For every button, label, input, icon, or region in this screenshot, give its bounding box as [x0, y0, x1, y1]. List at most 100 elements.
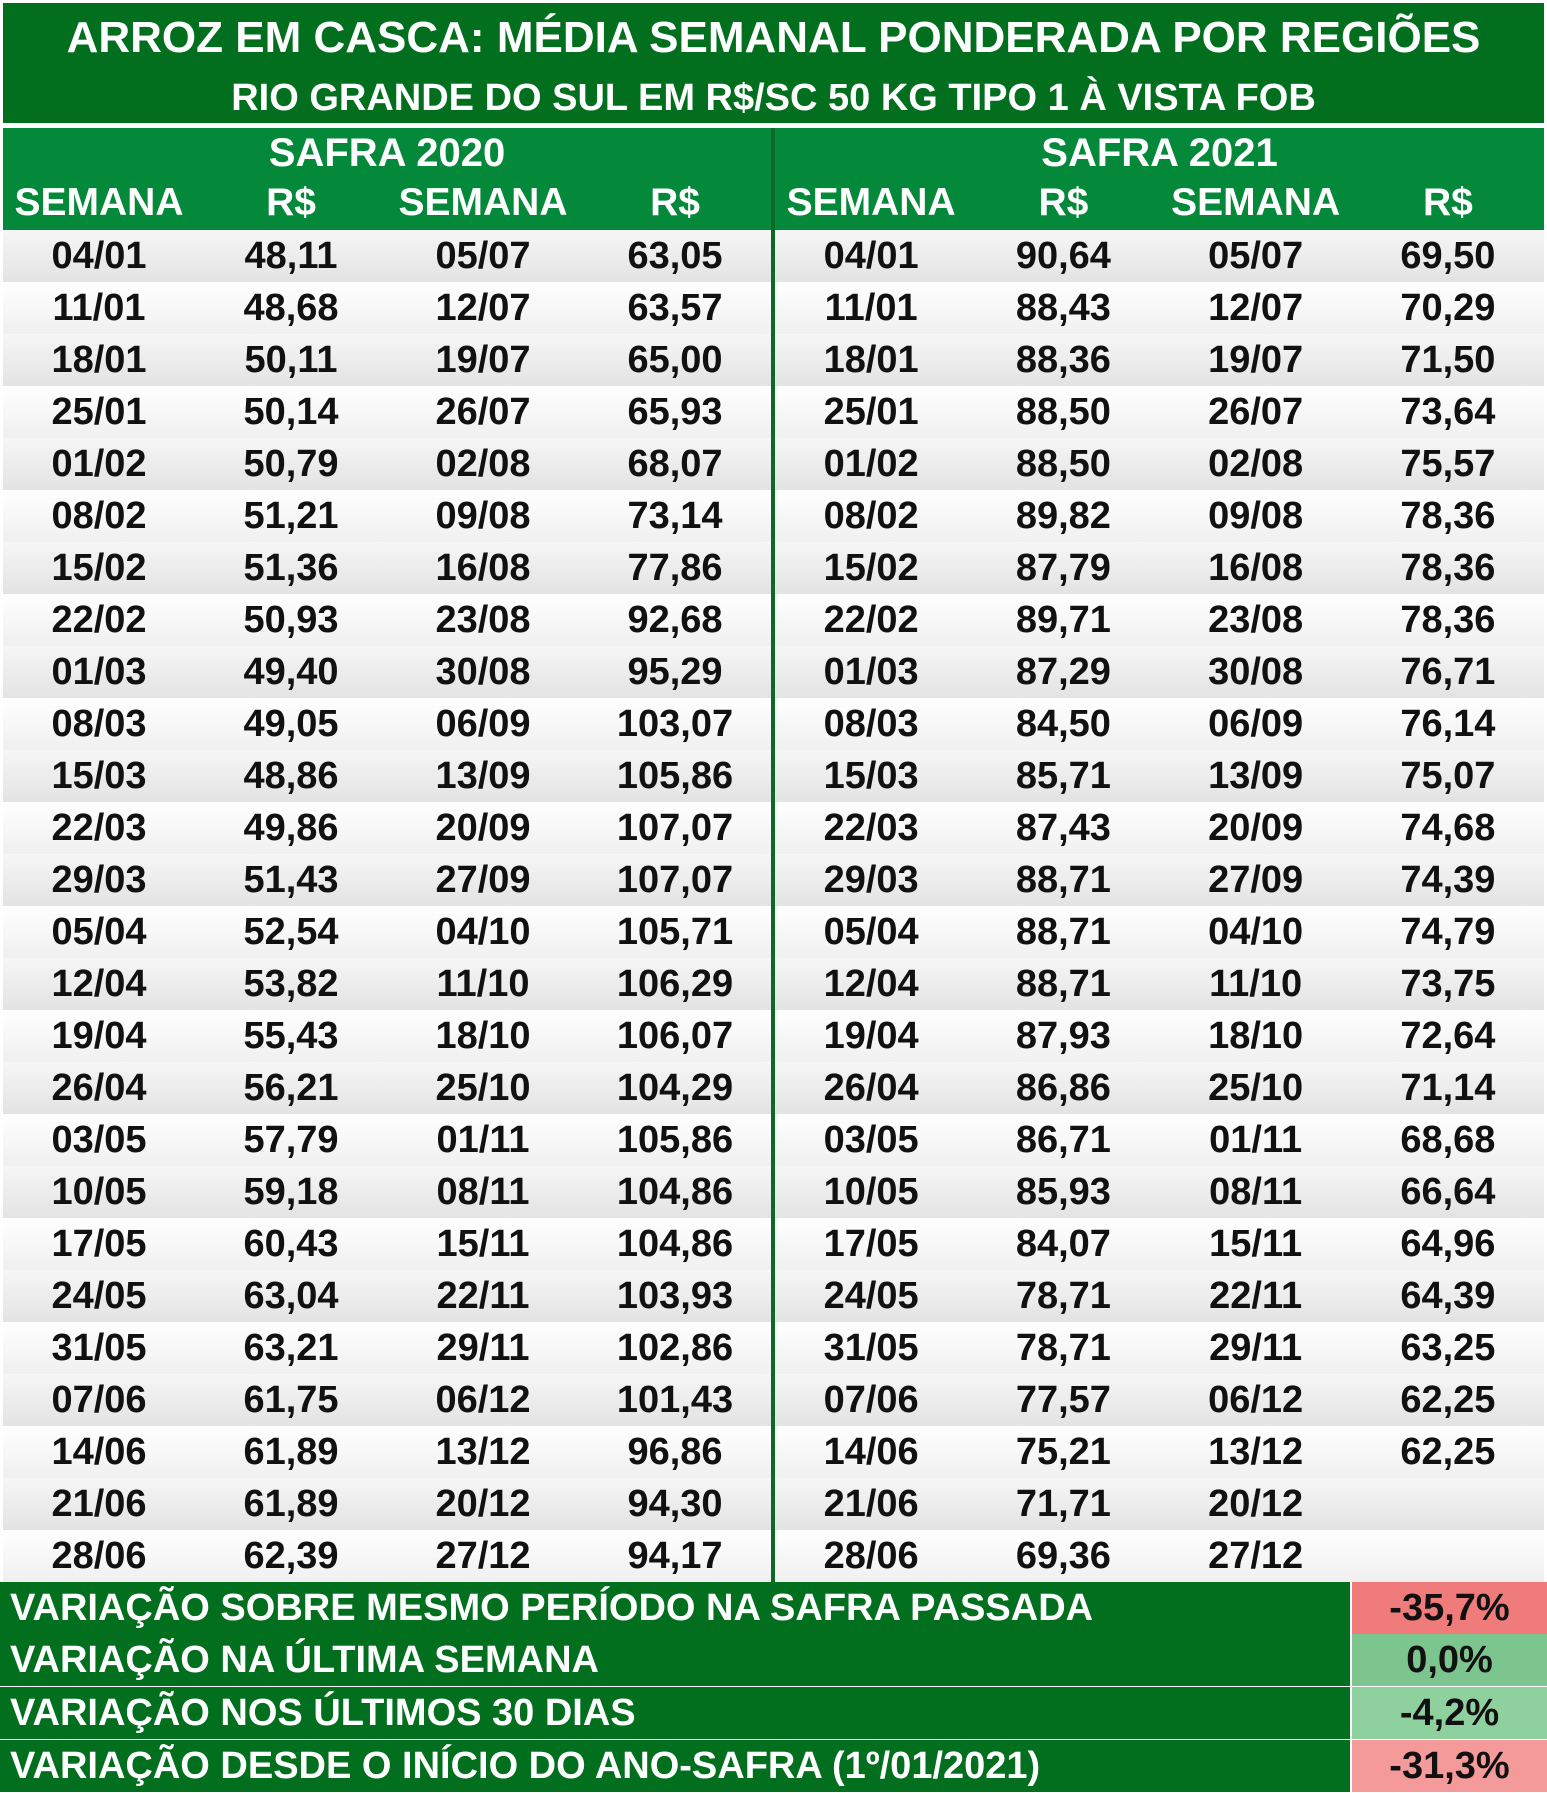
table-row: 25/01 88,50 26/07 73,64 [775, 386, 1544, 438]
table-row: 04/01 48,11 05/07 63,05 [3, 230, 771, 282]
week-cell: 08/11 [436, 1171, 530, 1213]
table-row: 28/06 69,36 27/12 [775, 1530, 1544, 1582]
week-cell: 11/10 [436, 963, 530, 1005]
week-cell: 13/09 [435, 755, 531, 797]
table-row: 15/02 51,36 16/08 77,86 [3, 542, 771, 594]
table-row: 08/03 84,50 06/09 76,14 [775, 698, 1544, 750]
week-cell: 13/09 [1208, 755, 1304, 797]
week-cell: 31/05 [51, 1327, 147, 1369]
variation-label: VARIAÇÃO NOS ÚLTIMOS 30 DIAS [0, 1687, 1350, 1739]
table-row: 03/05 57,79 01/11 105,86 [3, 1114, 771, 1166]
price-cell: 84,50 [1015, 703, 1111, 745]
price-cell: 53,82 [243, 963, 339, 1005]
week-cell: 27/09 [435, 859, 531, 901]
week-cell: 19/04 [823, 1015, 919, 1057]
week-cell: 26/04 [51, 1067, 147, 1109]
week-cell: 02/08 [1208, 443, 1304, 485]
week-cell: 08/02 [51, 495, 147, 537]
price-cell: 64,39 [1400, 1275, 1496, 1317]
price-cell: 71,14 [1400, 1067, 1496, 1109]
week-cell: 21/06 [51, 1483, 147, 1525]
price-cell: 75,21 [1015, 1431, 1111, 1473]
table-row: 11/01 48,68 12/07 63,57 [3, 282, 771, 334]
column-header-semana: SEMANA [14, 181, 184, 224]
price-cell: 57,79 [243, 1119, 339, 1161]
table-row: 24/05 63,04 22/11 103,93 [3, 1270, 771, 1322]
price-cell: 73,64 [1400, 391, 1496, 433]
price-cell: 70,29 [1400, 287, 1496, 329]
week-cell: 19/07 [435, 339, 531, 381]
table-row: 05/04 88,71 04/10 74,79 [775, 906, 1544, 958]
price-cell: 72,64 [1400, 1015, 1496, 1057]
table-row: 26/04 56,21 25/10 104,29 [3, 1062, 771, 1114]
price-cell: 50,93 [243, 599, 339, 641]
price-cell [1352, 1530, 1544, 1582]
price-cell: 78,71 [1015, 1275, 1111, 1317]
price-cell: 68,07 [627, 443, 723, 485]
table-row: 01/02 50,79 02/08 68,07 [3, 438, 771, 490]
table-row: 18/01 50,11 19/07 65,00 [3, 334, 771, 386]
week-cell: 04/01 [51, 235, 147, 277]
week-cell: 22/11 [436, 1275, 530, 1317]
table-row: 14/06 75,21 13/12 62,25 [775, 1426, 1544, 1478]
week-cell: 10/05 [51, 1171, 147, 1213]
week-cell: 30/08 [435, 651, 531, 693]
price-cell: 61,75 [243, 1379, 339, 1421]
week-cell: 14/06 [51, 1431, 147, 1473]
week-cell: 25/01 [823, 391, 919, 433]
week-cell: 21/06 [823, 1483, 919, 1525]
price-cell: 85,93 [1015, 1171, 1111, 1213]
price-cell: 74,79 [1400, 911, 1496, 953]
week-cell: 26/04 [823, 1067, 919, 1109]
table-row: 24/05 78,71 22/11 64,39 [775, 1270, 1544, 1322]
price-cell: 103,07 [616, 703, 734, 745]
table-row: 05/04 52,54 04/10 105,71 [3, 906, 771, 958]
price-cell: 78,36 [1400, 495, 1496, 537]
week-cell: 25/10 [1208, 1067, 1304, 1109]
week-cell: 20/12 [435, 1483, 531, 1525]
price-cell: 103,93 [616, 1275, 734, 1317]
column-headers: SEMANA R$ SEMANA R$ [3, 176, 771, 230]
week-cell: 26/07 [1208, 391, 1304, 433]
week-cell: 19/07 [1208, 339, 1304, 381]
week-cell: 25/01 [51, 391, 147, 433]
week-cell: 06/12 [1208, 1379, 1304, 1421]
price-cell: 88,36 [1015, 339, 1111, 381]
price-cell: 78,71 [1015, 1327, 1111, 1369]
week-cell: 05/04 [51, 911, 147, 953]
price-cell: 92,68 [627, 599, 723, 641]
week-cell: 25/10 [435, 1067, 531, 1109]
week-cell: 05/07 [1208, 235, 1304, 277]
week-cell: 05/04 [823, 911, 919, 953]
week-cell: 03/05 [51, 1119, 147, 1161]
price-cell: 78,36 [1400, 599, 1496, 641]
table-row: 01/03 87,29 30/08 76,71 [775, 646, 1544, 698]
week-cell: 22/02 [823, 599, 919, 641]
price-cell: 76,14 [1400, 703, 1496, 745]
week-cell: 17/05 [51, 1223, 147, 1265]
table-row: 01/03 49,40 30/08 95,29 [3, 646, 771, 698]
variation-summary: VARIAÇÃO SOBRE MESMO PERÍODO NA SAFRA PA… [0, 1582, 1547, 1793]
week-cell: 03/05 [823, 1119, 919, 1161]
price-cell: 66,64 [1400, 1171, 1496, 1213]
variation-value: -31,3% [1352, 1740, 1547, 1792]
price-cell: 106,07 [616, 1015, 734, 1057]
week-cell: 22/03 [51, 807, 147, 849]
price-cell: 90,64 [1015, 235, 1111, 277]
week-cell: 09/08 [435, 495, 531, 537]
week-cell: 19/04 [51, 1015, 147, 1057]
table-row: 22/02 50,93 23/08 92,68 [3, 594, 771, 646]
week-cell: 12/07 [435, 287, 531, 329]
price-cell: 50,14 [243, 391, 339, 433]
price-cell: 77,57 [1015, 1379, 1111, 1421]
week-cell: 12/04 [823, 963, 919, 1005]
week-cell: 29/11 [436, 1327, 530, 1369]
price-cell: 75,07 [1400, 755, 1496, 797]
week-cell: 01/03 [823, 651, 919, 693]
column-header-price: R$ [650, 181, 700, 224]
table-row: 15/03 85,71 13/09 75,07 [775, 750, 1544, 802]
table-row: 08/02 89,82 09/08 78,36 [775, 490, 1544, 542]
safra-2021-data: 04/01 90,64 05/07 69,50 11/01 88,43 12/07 70,29… [775, 230, 1544, 1582]
week-cell: 16/08 [435, 547, 531, 589]
